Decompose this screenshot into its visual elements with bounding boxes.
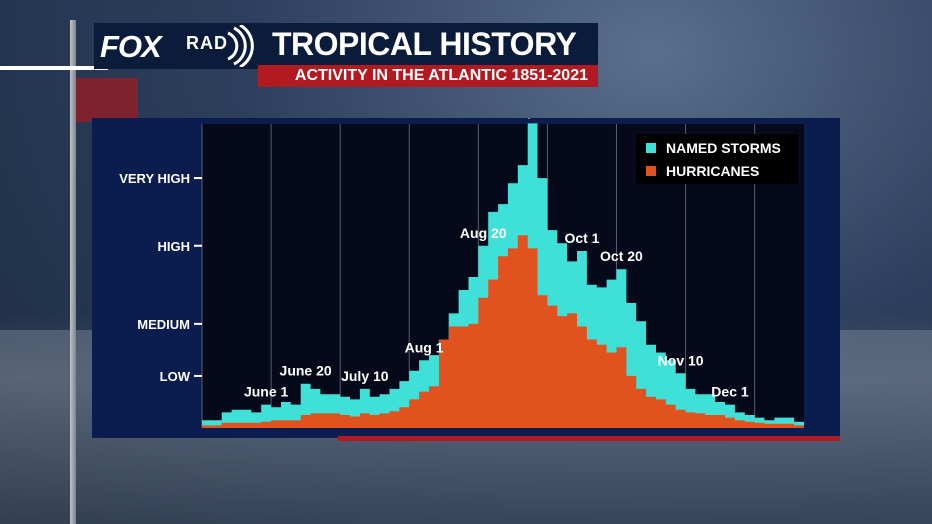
legend-swatch [646,143,656,153]
date-annotation: June 20 [280,363,332,379]
chart-underline [338,436,840,441]
banner-line [0,66,108,70]
date-annotation: Oct 1 [564,230,599,246]
series-hurricanes-area [202,235,804,428]
activity-chart: LOW MEDIUM HIGH VERY HIGH June 1 June 20 July … [119,118,804,429]
legend-label: HURRICANES [666,163,759,179]
legend-swatch [646,166,656,176]
date-annotation: Nov 10 [658,352,704,368]
chart-panel: LOW MEDIUM HIGH VERY HIGH June 1 June 20 July … [92,118,840,438]
logo-main-text: FOX [100,29,162,64]
subtitle-banner: ACTIVITY IN THE ATLANTIC 1851-2021 [258,65,598,87]
date-annotation: Aug 1 [405,339,444,355]
page-title: TROPICAL HISTORY [272,26,577,62]
date-annotation: Dec 1 [711,384,749,400]
title-banner: TROPICAL HISTORY [258,23,598,65]
radar-rings-icon [227,25,254,67]
y-tick-label: MEDIUM [137,317,190,332]
background-accent [76,78,138,122]
foxrad-logo: FOX RAD [94,23,258,69]
logo-sub-text: RAD [186,33,228,53]
page-subtitle: ACTIVITY IN THE ATLANTIC 1851-2021 [294,67,588,84]
date-annotation: Aug 20 [460,225,507,241]
date-annotation: July 10 [341,368,389,384]
legend-label: NAMED STORMS [666,140,781,156]
legend-box [636,134,798,184]
y-tick-label: HIGH [158,239,191,254]
date-annotation: June 1 [244,384,289,400]
date-annotation: Oct 20 [600,248,643,264]
y-tick-label: VERY HIGH [119,171,190,186]
background-pole [70,20,76,524]
y-tick-label: LOW [160,369,191,384]
